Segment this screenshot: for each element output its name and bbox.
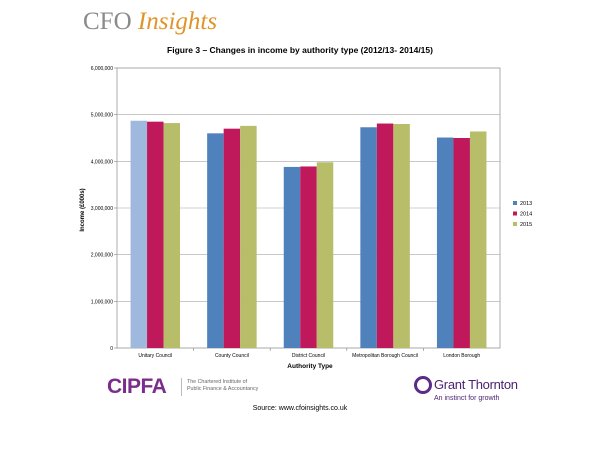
y-tick-label: 3,000,000 bbox=[91, 206, 113, 212]
y-tick-label: 0 bbox=[110, 346, 113, 352]
bar bbox=[469, 131, 487, 348]
legend-label: 2015 bbox=[520, 222, 532, 228]
x-axis-label: Authority Type bbox=[287, 363, 333, 370]
bar bbox=[207, 133, 224, 348]
x-tick-label: Metropolitan Borough Council bbox=[352, 353, 418, 359]
grant-thornton-name: Grant Thornton bbox=[434, 377, 518, 392]
bar bbox=[147, 121, 164, 349]
legend-swatch bbox=[513, 222, 517, 226]
grant-thornton-icon bbox=[414, 376, 432, 394]
x-tick-label: Unitary Council bbox=[138, 353, 172, 359]
cipfa-subtitle: The Chartered Institute of Public Financ… bbox=[187, 379, 259, 392]
grant-thornton-tagline: An instinct for growth bbox=[434, 395, 500, 402]
bars bbox=[130, 120, 487, 349]
x-tick-label: County Council bbox=[215, 353, 249, 359]
bar bbox=[376, 123, 394, 349]
cfo-insights-logo: CFO Insights bbox=[83, 8, 218, 35]
cipfa-divider bbox=[181, 378, 182, 396]
y-tick-label: 1,000,000 bbox=[91, 299, 113, 305]
bar bbox=[393, 124, 410, 348]
chart-title: Figure 3 – Changes in income by authorit… bbox=[167, 45, 433, 55]
y-tick-label: 5,000,000 bbox=[91, 113, 113, 119]
y-axis-label: Income (£000s) bbox=[80, 188, 86, 231]
legend-swatch bbox=[513, 211, 517, 216]
cipfa-wordmark: CIPFA bbox=[107, 375, 167, 398]
bar bbox=[283, 166, 301, 348]
bar bbox=[360, 127, 377, 349]
bar bbox=[300, 166, 317, 348]
bar bbox=[436, 137, 454, 348]
bar bbox=[316, 162, 334, 348]
y-tick-label: 2,000,000 bbox=[91, 253, 113, 259]
legend-label: 2014 bbox=[520, 212, 532, 218]
y-tick-label: 6,000,000 bbox=[91, 66, 113, 72]
bar bbox=[163, 123, 181, 348]
legend: 2013 2014 2015 bbox=[513, 201, 532, 228]
x-tick-label: London Borough bbox=[443, 353, 480, 359]
bar bbox=[223, 128, 241, 348]
y-tick-label: 4,000,000 bbox=[91, 159, 113, 165]
bar bbox=[453, 138, 470, 348]
source-note: Source: www.cfoinsights.co.uk bbox=[252, 405, 348, 412]
x-tick-label: District Council bbox=[292, 353, 325, 359]
bar bbox=[130, 120, 148, 348]
axes: 0 1,000,000 2,000,000 3,000,000 4,000,000 5,0… bbox=[91, 66, 481, 359]
legend-swatch bbox=[513, 201, 517, 205]
bar bbox=[240, 125, 257, 348]
cipfa-logo: CIPFA The Chartered Institute of Public … bbox=[107, 375, 258, 399]
legend-label: 2013 bbox=[520, 201, 532, 207]
